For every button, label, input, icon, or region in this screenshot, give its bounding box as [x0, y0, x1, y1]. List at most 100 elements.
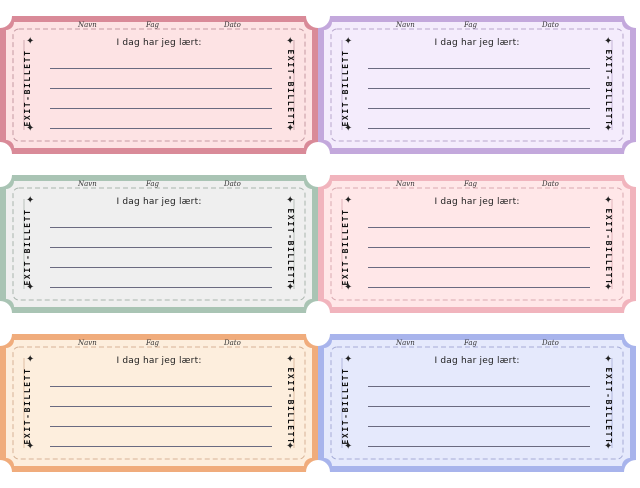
- ticket-prompt: I dag har jeg lært:: [116, 38, 202, 48]
- writing-line[interactable]: [368, 446, 590, 447]
- writing-line[interactable]: [50, 267, 272, 268]
- sparkle-icon: ✦: [344, 36, 353, 47]
- writing-line[interactable]: [50, 426, 272, 427]
- writing-line[interactable]: [50, 68, 272, 69]
- writing-line[interactable]: [368, 426, 590, 427]
- header-date-label: Dato: [542, 339, 559, 347]
- header-date-label: Dato: [224, 339, 241, 347]
- sparkle-icon: ✦: [604, 123, 613, 134]
- sparkle-icon: ✦: [604, 195, 613, 206]
- writing-line[interactable]: [50, 88, 272, 89]
- ticket-body: [324, 181, 630, 307]
- writing-line[interactable]: [368, 267, 590, 268]
- exit-ticket-blue: Navn Fag Dato I dag har jeg lært: EXIT-BILLE…: [318, 334, 636, 472]
- sparkle-icon: ✦: [344, 195, 353, 206]
- writing-line[interactable]: [50, 446, 272, 447]
- writing-line[interactable]: [50, 247, 272, 248]
- sparkle-icon: ✦: [604, 282, 613, 293]
- writing-line[interactable]: [368, 227, 590, 228]
- ticket-body: [6, 22, 312, 148]
- header-name-label: Navn: [396, 21, 415, 29]
- exit-ticket-purple: Navn Fag Dato I dag har jeg lært: EXIT-BILLE…: [318, 16, 636, 154]
- ticket-header: Navn Fag Dato: [318, 339, 636, 349]
- header-subject-label: Fag: [464, 339, 478, 347]
- ticket-header: Navn Fag Dato: [318, 180, 636, 190]
- exit-ticket-orange: Navn Fag Dato I dag har jeg lært: EXIT-BILLE…: [0, 334, 318, 472]
- writing-line[interactable]: [368, 108, 590, 109]
- ticket-header: Navn Fag Dato: [318, 21, 636, 31]
- writing-line[interactable]: [50, 406, 272, 407]
- ticket-prompt: I dag har jeg lært:: [434, 356, 520, 366]
- sparkle-icon: ✦: [286, 354, 295, 365]
- writing-line[interactable]: [368, 406, 590, 407]
- dashed-border: [12, 28, 306, 142]
- header-date-label: Dato: [542, 21, 559, 29]
- writing-line[interactable]: [368, 88, 590, 89]
- sparkle-icon: ✦: [286, 195, 295, 206]
- header-date-label: Dato: [224, 180, 241, 188]
- sparkle-icon: ✦: [286, 441, 295, 452]
- header-name-label: Navn: [396, 180, 415, 188]
- header-name-label: Navn: [78, 180, 97, 188]
- sparkle-icon: ✦: [344, 354, 353, 365]
- ticket-prompt: I dag har jeg lært:: [116, 197, 202, 207]
- dashed-border: [330, 346, 624, 460]
- header-name-label: Navn: [78, 339, 97, 347]
- sparkle-icon: ✦: [26, 441, 35, 452]
- header-name-label: Navn: [396, 339, 415, 347]
- sparkle-icon: ✦: [604, 441, 613, 452]
- ticket-frame: [0, 16, 318, 154]
- writing-line[interactable]: [50, 227, 272, 228]
- sparkle-icon: ✦: [286, 123, 295, 134]
- ticket-header: Navn Fag Dato: [0, 180, 318, 190]
- dashed-border: [12, 187, 306, 301]
- ticket-header: Navn Fag Dato: [0, 21, 318, 31]
- ticket-body: [6, 340, 312, 466]
- sparkle-icon: ✦: [26, 282, 35, 293]
- ticket-frame: [318, 334, 636, 472]
- ticket-body: [324, 22, 630, 148]
- sparkle-icon: ✦: [604, 36, 613, 47]
- writing-line[interactable]: [368, 287, 590, 288]
- writing-line[interactable]: [50, 128, 272, 129]
- ticket-body: [6, 181, 312, 307]
- sparkle-icon: ✦: [26, 123, 35, 134]
- exit-ticket-grey: Navn Fag Dato I dag har jeg lært: EXIT-BILLE…: [0, 175, 318, 313]
- header-subject-label: Fag: [464, 180, 478, 188]
- sparkle-icon: ✦: [344, 441, 353, 452]
- header-subject-label: Fag: [146, 339, 160, 347]
- header-date-label: Dato: [542, 180, 559, 188]
- ticket-frame: [318, 175, 636, 313]
- writing-line[interactable]: [368, 386, 590, 387]
- dashed-border: [330, 187, 624, 301]
- sparkle-icon: ✦: [344, 123, 353, 134]
- ticket-header: Navn Fag Dato: [0, 339, 318, 349]
- writing-line[interactable]: [50, 386, 272, 387]
- header-date-label: Dato: [224, 21, 241, 29]
- ticket-prompt: I dag har jeg lært:: [116, 356, 202, 366]
- sparkle-icon: ✦: [26, 36, 35, 47]
- ticket-body: [324, 340, 630, 466]
- writing-line[interactable]: [50, 108, 272, 109]
- header-subject-label: Fag: [146, 180, 160, 188]
- ticket-prompt: I dag har jeg lært:: [434, 197, 520, 207]
- writing-line[interactable]: [50, 287, 272, 288]
- writing-line[interactable]: [368, 68, 590, 69]
- ticket-frame: [318, 16, 636, 154]
- writing-line[interactable]: [368, 128, 590, 129]
- writing-line[interactable]: [368, 247, 590, 248]
- sparkle-icon: ✦: [286, 282, 295, 293]
- sparkle-icon: ✦: [26, 354, 35, 365]
- ticket-frame: [0, 175, 318, 313]
- header-subject-label: Fag: [464, 21, 478, 29]
- sparkle-icon: ✦: [344, 282, 353, 293]
- dashed-border: [12, 346, 306, 460]
- sparkle-icon: ✦: [26, 195, 35, 206]
- sparkle-icon: ✦: [604, 354, 613, 365]
- ticket-frame: [0, 334, 318, 472]
- exit-ticket-rose: Navn Fag Dato I dag har jeg lært: EXIT-BILLE…: [318, 175, 636, 313]
- dashed-border: [330, 28, 624, 142]
- exit-ticket-pink: Navn Fag Dato I dag har jeg lært: EXIT-BILLE…: [0, 16, 318, 154]
- header-subject-label: Fag: [146, 21, 160, 29]
- ticket-prompt: I dag har jeg lært:: [434, 38, 520, 48]
